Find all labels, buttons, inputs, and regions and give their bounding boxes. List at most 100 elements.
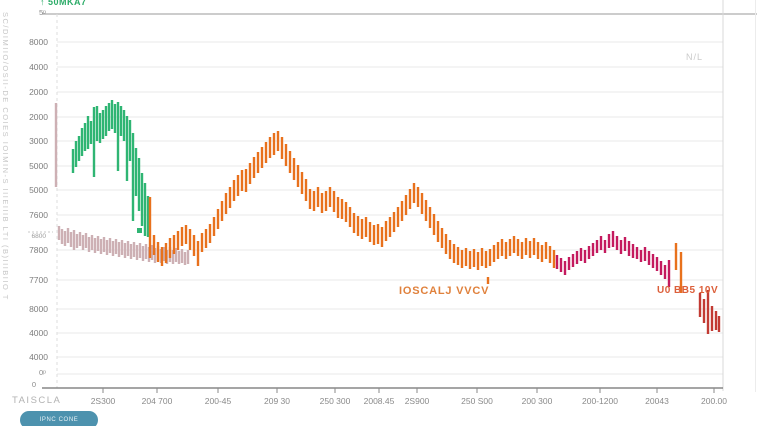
orange-series-bar <box>240 170 244 191</box>
orange-series-bar <box>396 207 400 227</box>
pink-early-series-bar <box>81 235 85 250</box>
orange-series-bar <box>300 172 304 194</box>
pink-early-series-bar <box>87 237 91 252</box>
red-drop-series-bar <box>710 306 714 331</box>
orange-series-bar <box>356 216 360 236</box>
y-axis-top-label: 5ᵖ <box>38 8 46 17</box>
crimson-series-bar <box>667 260 671 287</box>
orange-series-bar <box>252 157 256 178</box>
pink-early-series-bar <box>129 244 133 259</box>
orange-series-bar <box>460 250 464 268</box>
x-axis-label: 20043 <box>645 396 669 406</box>
pink-early-series-bar <box>78 232 82 246</box>
orange-series-bar <box>476 252 480 270</box>
crimson-series-bar <box>591 243 595 256</box>
green-series-bar <box>125 116 129 181</box>
y-axis-label: 3000 <box>29 136 48 146</box>
green-series-bar <box>86 116 90 149</box>
green-series-bar <box>143 183 147 236</box>
pink-early-series-bar <box>114 239 118 254</box>
pink-early-series-bar <box>102 237 106 252</box>
orange-series-bar <box>544 242 548 259</box>
orange-series-bar <box>348 207 352 227</box>
orange-series-bar <box>508 239 512 256</box>
crimson-series-bar <box>647 251 651 265</box>
x-axis-label: 209 30 <box>264 396 290 406</box>
crimson-series-bar <box>635 247 639 259</box>
orange-series-bar <box>292 158 296 180</box>
crimson-series-bar <box>659 261 663 275</box>
green-series-bar <box>71 149 75 173</box>
orange-series-bar <box>164 243 168 263</box>
orange-series-bar <box>420 193 424 214</box>
x-axis-name: TAISCLA <box>12 395 62 406</box>
orange-series-bar <box>528 241 532 258</box>
orange-series-bar <box>316 187 320 207</box>
orange-series-bar <box>156 242 160 262</box>
green-series-bar <box>89 121 93 144</box>
crimson-series-bar <box>571 254 575 267</box>
orange-series-bar <box>372 225 376 245</box>
orange-series-bar <box>284 144 288 166</box>
crimson-series-bar <box>583 250 587 263</box>
x-axis-label: 204 700 <box>141 396 173 406</box>
pink-early-series-bar <box>180 249 184 263</box>
red-drop-series-bar <box>702 299 706 323</box>
orange-series-bar <box>320 193 324 213</box>
pink-early-series-bar <box>69 232 73 247</box>
crimson-series-bar <box>639 250 643 262</box>
orange-series-bar <box>392 212 396 232</box>
y-axis-label: 4000 <box>29 328 48 338</box>
green-series-bar <box>146 196 150 237</box>
orange-series-bar <box>264 142 268 163</box>
orange-series-bar <box>436 221 440 242</box>
orange-series-bar <box>486 277 490 284</box>
green-series-bar <box>131 133 135 221</box>
crimson-series-bar <box>611 231 615 247</box>
y-axis-label: 8000 <box>29 37 48 47</box>
crimson-series-bar <box>579 248 583 261</box>
watermark-label: N/L <box>686 52 704 62</box>
orange-series-bar <box>340 199 344 219</box>
orange-series-bar <box>424 200 428 221</box>
green-series-bar <box>98 113 102 143</box>
pink-early-series-bar <box>54 103 58 187</box>
orange-series-bar <box>376 224 380 244</box>
green-series-bar <box>113 104 117 133</box>
orange-series-bar <box>492 245 496 262</box>
crimson-series-bar <box>607 234 611 248</box>
orange-series-bar <box>412 183 416 203</box>
orange-series-bar <box>244 169 248 192</box>
crimson-series-bar <box>555 255 559 269</box>
green-series-bar <box>137 158 141 211</box>
y-axis-label: 5000 <box>29 161 48 171</box>
pink-early-series-bar <box>105 240 109 255</box>
orange-series-bar <box>160 247 164 266</box>
orange-series-bar <box>248 163 252 184</box>
green-series-bar <box>140 173 144 226</box>
orange-series-bar <box>236 175 240 196</box>
crimson-series-bar <box>587 246 591 259</box>
pink-early-series-bar <box>96 236 100 251</box>
orange-series-bar <box>552 250 556 268</box>
vertical-axis-title: SC/DIMIIO/OSII-DE COIES IOIMIN-S IIIEIII… <box>1 12 10 301</box>
green-series-bar <box>77 136 81 161</box>
pink-early-series-bar <box>57 226 61 240</box>
orange-series-bar <box>276 131 280 151</box>
green-series-bar <box>95 106 99 141</box>
pink-early-series-bar <box>93 238 97 253</box>
pink-early-series-bar <box>99 239 103 254</box>
orange-series-bar <box>674 243 678 270</box>
orange-series-bar <box>520 242 524 259</box>
green-series-bar <box>128 120 132 161</box>
timeframe-button[interactable]: IPNC CONE <box>20 411 98 426</box>
orange-series-bar <box>288 151 292 173</box>
orange-series-bar <box>148 197 152 258</box>
pink-early-series-bar <box>186 250 190 264</box>
pink-early-series-bar <box>60 229 64 244</box>
x-axis-label: 200 300 <box>521 396 553 406</box>
green-series-bar <box>92 107 96 177</box>
y-axis-label: 4000 <box>29 352 48 362</box>
crimson-series-bar <box>627 241 631 256</box>
